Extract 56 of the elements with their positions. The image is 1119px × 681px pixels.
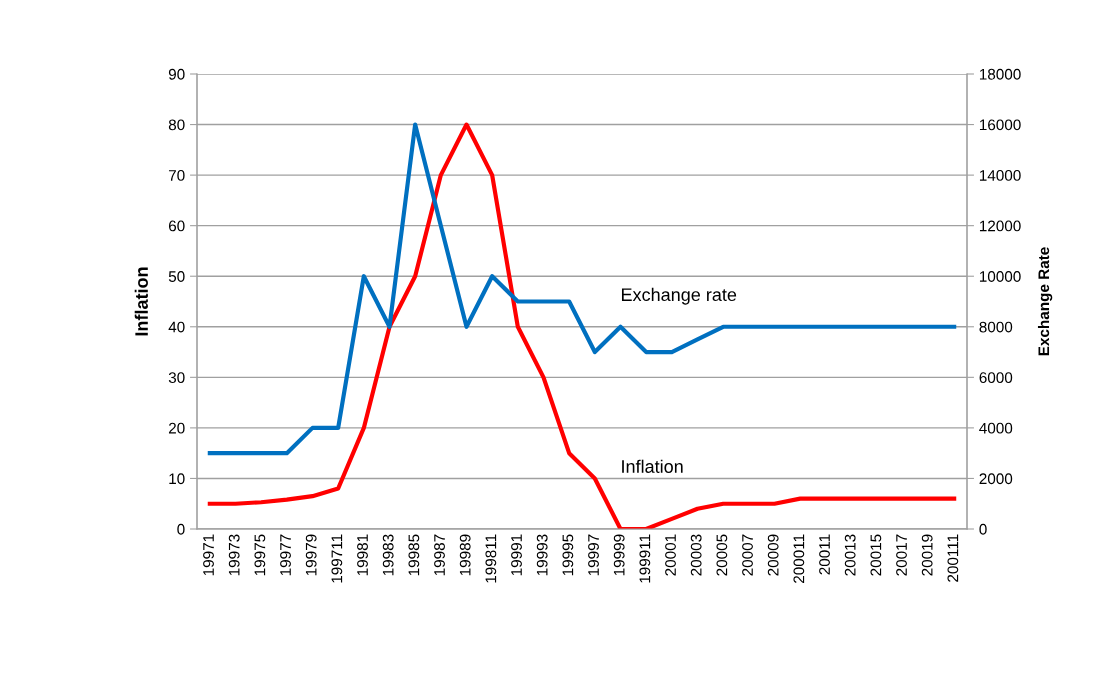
x-tick-label: 199711 [331, 534, 343, 583]
y-tick-label: 30 [168, 372, 185, 384]
y2-tick-label: 2000 [979, 473, 1013, 485]
y-tick-label: 60 [168, 220, 185, 232]
x-tick-label: 19975 [254, 534, 266, 576]
x-tick-label: 20011 [819, 534, 830, 575]
x-tick-label: 20019 [921, 534, 933, 576]
y-tick-label: 40 [168, 321, 185, 333]
x-tick-label: 19979 [305, 534, 317, 576]
x-tick-label: 19995 [562, 534, 574, 576]
series-label: Inflation [622, 459, 683, 473]
y-tick-label: 10 [169, 473, 185, 485]
x-tick-label: 19977 [280, 534, 291, 576]
y-axis-title: Inflation [134, 267, 148, 336]
x-tick-label: 199811 [485, 534, 497, 583]
x-tick-label: 199911 [639, 534, 651, 583]
x-tick-label: 19989 [459, 534, 471, 576]
x-tick-label: 19985 [408, 534, 420, 576]
x-tick-label: 19987 [434, 534, 445, 576]
y2-tick-label: 0 [979, 523, 987, 535]
x-tick-label: 20013 [844, 534, 856, 576]
x-tick-label: 20017 [896, 534, 907, 576]
y2-tick-label: 4000 [979, 422, 1013, 434]
x-tick-label: 19993 [536, 534, 548, 576]
x-tick-label: 19991 [511, 534, 522, 576]
y-tick-label: 50 [168, 271, 185, 282]
y2-tick-label: 18000 [979, 68, 1021, 80]
x-tick-label: 200011 [793, 534, 805, 583]
series-label: Exchange rate [621, 287, 737, 305]
x-tick-label: 19981 [357, 534, 368, 576]
x-tick-label: 200111 [947, 534, 959, 582]
y2-tick-label: 6000 [979, 372, 1013, 384]
y2-tick-label: 14000 [979, 169, 1021, 181]
line-series [207, 122, 957, 456]
x-tick-label: 19983 [382, 534, 394, 576]
x-tick-label: 20007 [742, 534, 753, 576]
x-tick-label: 20009 [767, 534, 779, 576]
x-tick-label: 20015 [870, 534, 882, 576]
x-tick-label: 20001 [665, 534, 676, 576]
x-tick-label: 20005 [716, 534, 728, 576]
y-tick-label: 70 [168, 169, 185, 181]
y2-tick-label: 16000 [979, 119, 1021, 131]
y2-tick-label: 10000 [979, 271, 1021, 282]
y2-axis-title: Exchange Rate [1037, 247, 1053, 356]
y-tick-label: 90 [168, 68, 185, 80]
y-tick-label: 20 [168, 422, 185, 434]
y2-tick-label: 12000 [979, 220, 1021, 232]
y-tick-label: 80 [168, 119, 185, 131]
x-tick-label: 20003 [690, 534, 702, 576]
line-series [207, 122, 957, 529]
y2-tick-label: 8000 [979, 321, 1013, 333]
x-tick-label: 19997 [588, 534, 599, 576]
y-tick-label: 0 [177, 523, 185, 535]
x-tick-label: 19971 [203, 534, 214, 576]
x-tick-label: 19999 [613, 534, 625, 576]
x-tick-label: 19973 [228, 534, 240, 576]
